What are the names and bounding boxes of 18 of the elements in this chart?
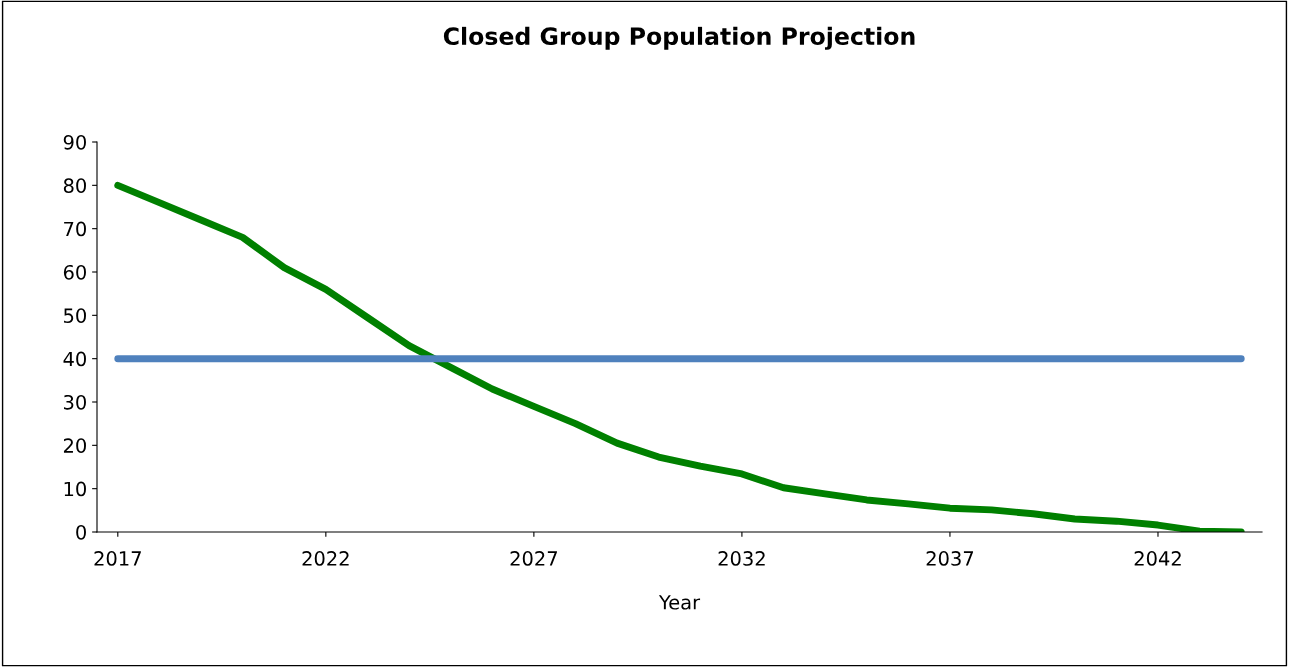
x-tick-label: 2037 — [926, 551, 974, 566]
x-tick-label: 2022 — [302, 551, 349, 566]
y-tick-label: 20 — [63, 438, 86, 453]
y-tick-label: 80 — [63, 178, 86, 193]
x-tick-label: 2027 — [510, 551, 557, 566]
y-tick-label: 40 — [63, 351, 86, 367]
y-tick-label: 70 — [64, 221, 86, 237]
y-tick-label: 10 — [64, 481, 86, 497]
y-tick-label: 0 — [76, 524, 86, 540]
x-tick-label: 2017 — [94, 551, 141, 566]
x-axis-title: Year — [658, 595, 701, 610]
x-tick-label: 2032 — [718, 551, 765, 566]
x-tick-label: 2042 — [1134, 551, 1181, 566]
y-tick-label: 60 — [63, 264, 86, 280]
y-tick-label: 90 — [63, 134, 86, 150]
y-tick-label: 50 — [64, 308, 86, 323]
chart-title: Closed Group Population Projection — [443, 26, 915, 50]
y-tick-label: 30 — [64, 394, 86, 410]
